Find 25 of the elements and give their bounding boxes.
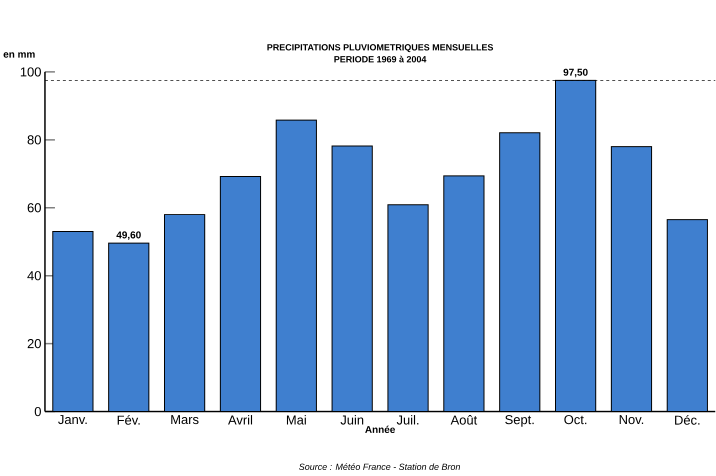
x-tick-label: Déc. (675, 414, 700, 424)
x-tick-label: Avril (228, 414, 252, 424)
x-tick-label: Juil. (396, 414, 418, 424)
y-tick-label: 0 (34, 406, 41, 416)
x-tick-label: Mars (171, 414, 199, 424)
x-tick-label: Juin (340, 414, 364, 424)
data-label: 49,60 (116, 231, 141, 240)
x-axis-title: Année (365, 425, 395, 433)
x-tick-label: Oct. (564, 414, 586, 424)
y-tick-label: 40 (27, 270, 41, 280)
y-tick-label: 100 (20, 67, 41, 76)
y-tick-label: 20 (28, 338, 41, 348)
y-axis-title: en mm (4, 52, 35, 58)
x-tick-label: Nov. (620, 414, 644, 424)
chart-title: PRECIPITATIONS PLUVIOMETRIQUES MENSUELLES (267, 44, 494, 52)
y-tick-label: 80 (28, 135, 41, 144)
x-tick-label: Août (450, 414, 478, 424)
chart-subtitle: PERIODE 1969 à 2004 (334, 56, 426, 62)
source-note: Source : Météo France - Station de Bron (299, 463, 460, 470)
y-tick-label: 60 (28, 202, 41, 212)
x-tick-label: Mai (286, 414, 306, 424)
data-label: 97,50 (564, 68, 588, 77)
x-tick-label: Janv. (58, 414, 87, 424)
x-tick-label: Fév. (118, 414, 140, 424)
x-tick-label: Sept. (505, 414, 534, 427)
